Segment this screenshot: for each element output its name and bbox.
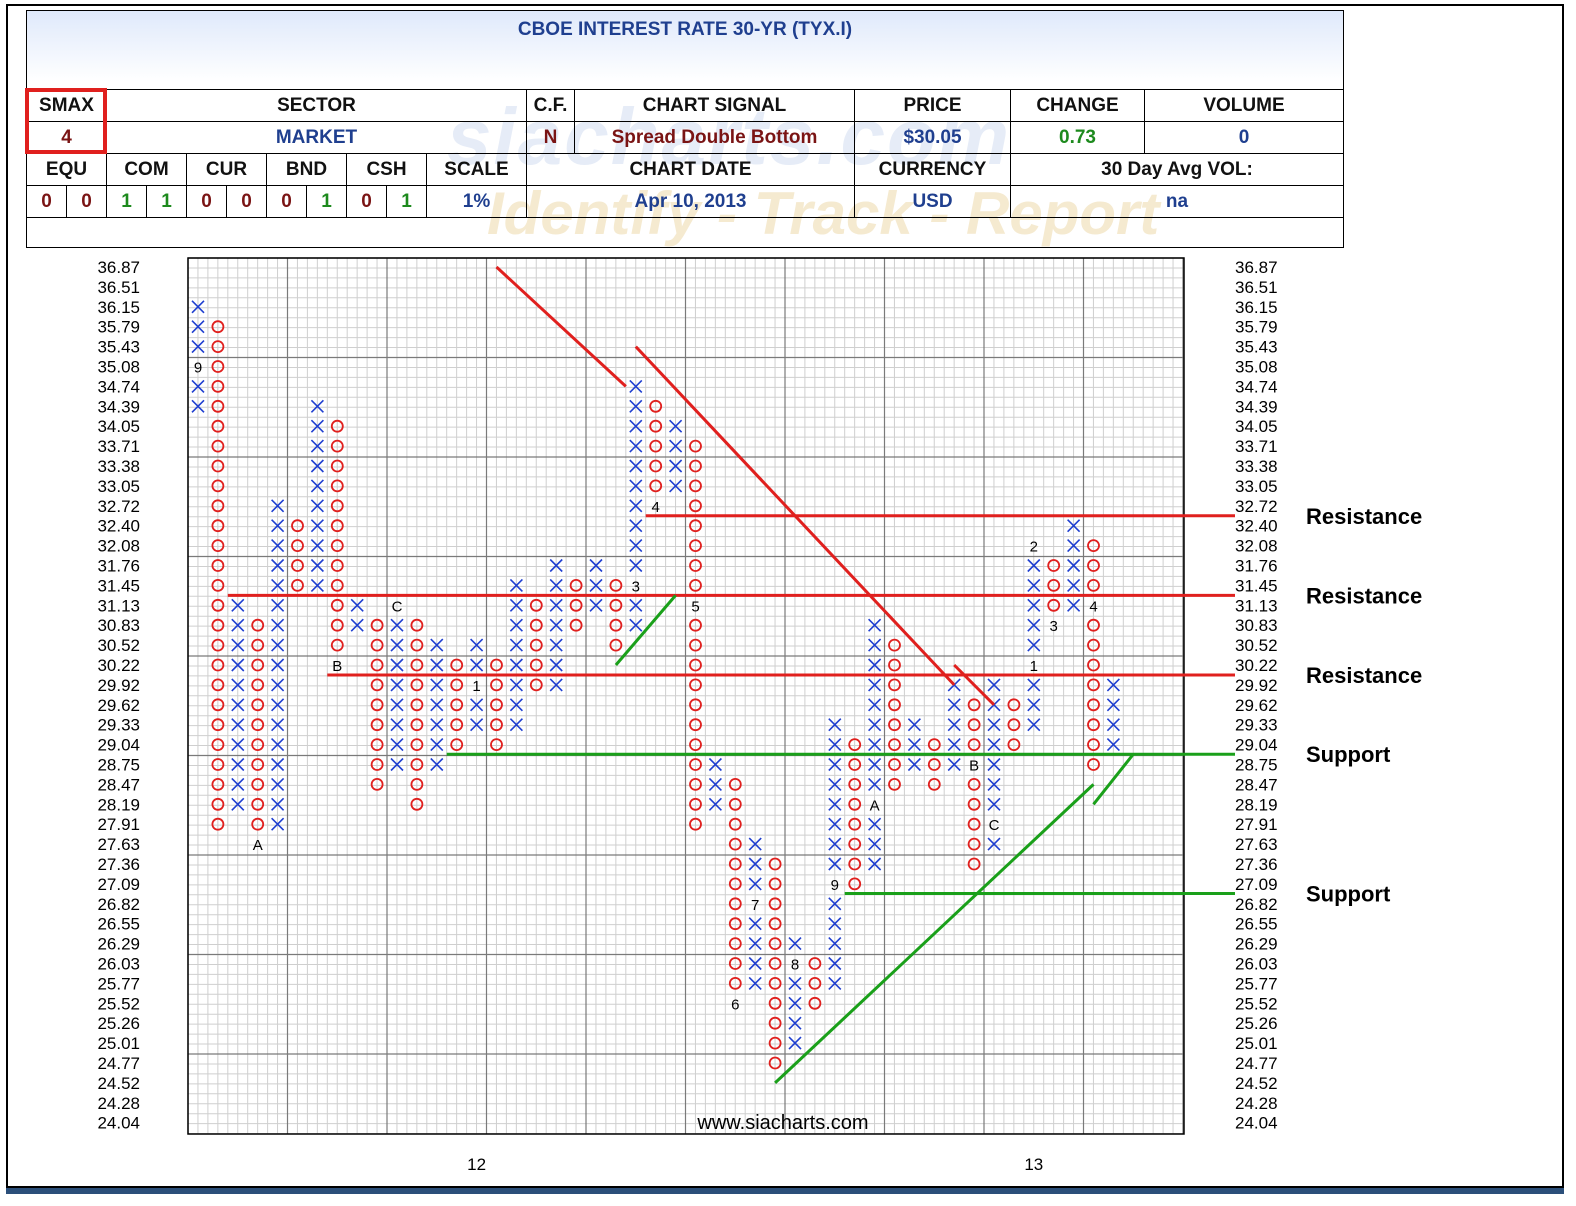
cf-value: N (527, 122, 575, 153)
smax-highlight-box (25, 88, 107, 154)
info-header: siacharts.com Identify - Track - Report … (25, 10, 1344, 248)
chart-signal-value: Spread Double Bottom (575, 122, 855, 153)
chart-date-value: Apr 10, 2013 (527, 186, 855, 217)
bnd-value-2: 1 (307, 186, 347, 217)
avg-volume-value: na (1165, 191, 1189, 212)
equ-label: EQU (27, 154, 107, 185)
volume-value: 0 (1238, 127, 1250, 148)
equ-value-2: 0 (67, 186, 107, 217)
currency-label: CURRENCY (855, 154, 1011, 185)
volume-label: VOLUME (1203, 95, 1285, 116)
csh-value-1: 0 (347, 186, 387, 217)
chart-title: CBOE INTEREST RATE 30-YR (TYX.I) (517, 19, 853, 40)
bnd-label: BND (267, 154, 347, 185)
cf-label: C.F. (527, 90, 575, 121)
sector-label: SECTOR (107, 90, 527, 121)
price-value: $30.05 (855, 122, 1011, 153)
com-label: COM (107, 154, 187, 185)
csh-label: CSH (347, 154, 427, 185)
scale-value: 1% (427, 186, 527, 217)
change-label: CHANGE (1011, 90, 1145, 121)
sector-value: MARKET (107, 122, 527, 153)
change-value: 0.73 (1011, 122, 1145, 153)
com-value-2: 1 (147, 186, 187, 217)
cur-label: CUR (187, 154, 267, 185)
cur-value-2: 0 (227, 186, 267, 217)
scale-label: SCALE (427, 154, 527, 185)
equ-value-1: 0 (27, 186, 67, 217)
avg-volume-label: 30 Day Avg VOL: (1101, 159, 1253, 180)
chart-date-label: CHART DATE (527, 154, 855, 185)
currency-value: USD (855, 186, 1011, 217)
csh-value-2: 1 (387, 186, 427, 217)
cur-value-1: 0 (187, 186, 227, 217)
chart-signal-label: CHART SIGNAL (575, 90, 855, 121)
bnd-value-1: 0 (267, 186, 307, 217)
com-value-1: 1 (107, 186, 147, 217)
price-label: PRICE (855, 90, 1011, 121)
